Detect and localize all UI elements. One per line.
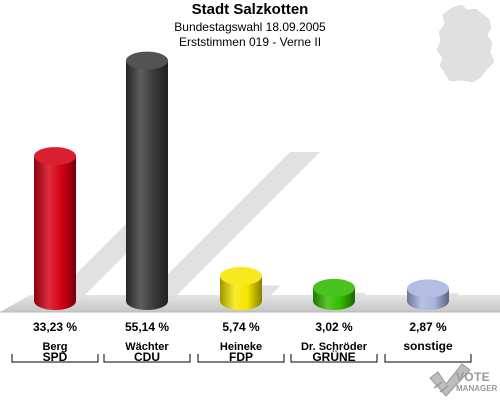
value-label: 5,74 %: [222, 320, 260, 334]
germany-map-icon: [436, 4, 495, 83]
bars: [34, 51, 449, 310]
candidate-label: Heineke: [220, 341, 262, 353]
value-label: 55,14 %: [125, 320, 169, 334]
party-label: sonstige: [403, 339, 453, 353]
chart-subtitle-district: Erststimmen 019 - Verne II: [178, 35, 322, 49]
party-bracket: [11, 354, 99, 363]
bar-body: [126, 60, 168, 310]
bar-shadow: [141, 151, 321, 301]
party-label: CDU: [134, 350, 160, 364]
bar-top: [220, 266, 262, 285]
bar: [407, 279, 449, 310]
bar-top: [407, 279, 449, 298]
chart-subtitle-election: Bundestagswahl 18.09.2005: [174, 20, 326, 34]
candidate-label: Berg: [42, 341, 67, 353]
logo-text-vote: VOTE: [456, 370, 490, 384]
party-label: SPD: [43, 350, 68, 364]
bar-body: [34, 156, 76, 310]
bar-top: [313, 278, 355, 297]
bar: [313, 278, 355, 310]
bar-top: [34, 147, 76, 166]
party-label: GRÜNE: [312, 349, 355, 364]
chart-title: Stadt Salzkotten: [191, 1, 309, 18]
bar: [126, 51, 168, 310]
value-label: 2,87 %: [409, 320, 447, 334]
party-label: FDP: [229, 350, 253, 364]
party-bracket: [290, 354, 378, 363]
candidate-label: Wächter: [125, 341, 169, 353]
party-bracket: [197, 354, 285, 363]
value-label: 3,02 %: [315, 320, 353, 334]
vote-check-icon: [429, 363, 471, 397]
bar: [34, 147, 76, 310]
bar-top: [126, 51, 168, 70]
party-bracket: [384, 354, 472, 363]
candidate-label: Dr. Schröder: [301, 341, 368, 353]
value-label: 33,23 %: [33, 320, 77, 334]
party-bracket: [103, 354, 191, 363]
logo-text-manager: MANAGER: [456, 384, 498, 393]
bar: [220, 266, 262, 310]
bar-body: [220, 275, 262, 310]
